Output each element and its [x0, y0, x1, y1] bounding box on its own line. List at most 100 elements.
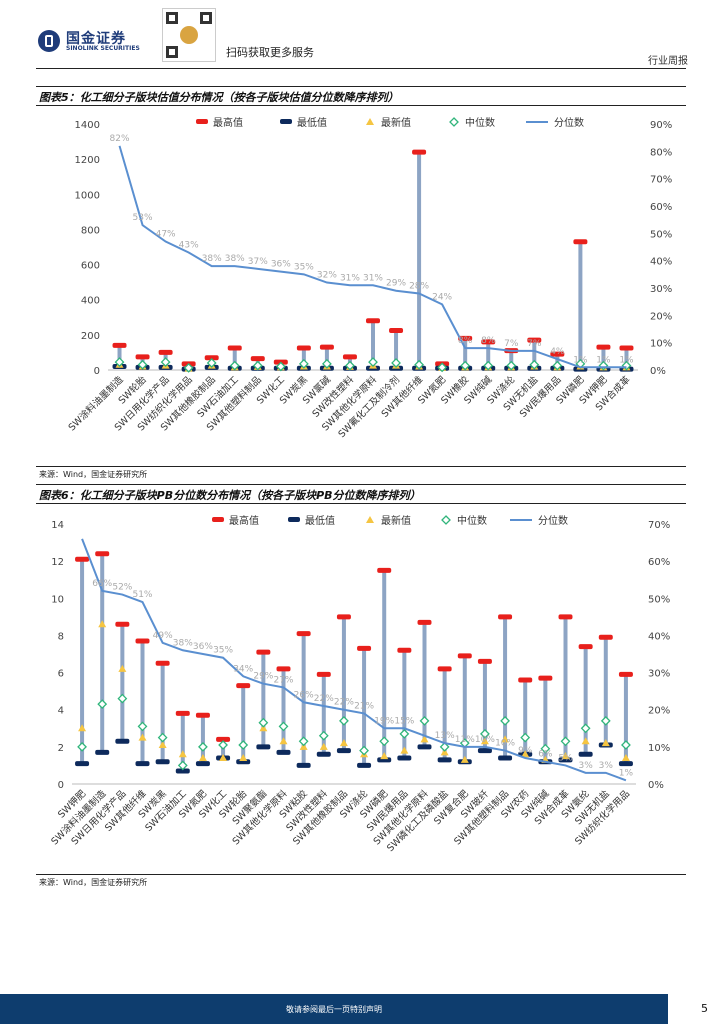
- percentile-line: [81, 538, 627, 782]
- percentile-label: 82%: [110, 134, 130, 144]
- latest-marker: [219, 754, 228, 761]
- median-marker: [177, 760, 188, 771]
- median-marker: [137, 359, 148, 370]
- latest-marker: [259, 724, 268, 732]
- min-marker: [357, 762, 372, 768]
- range-bar: [382, 570, 387, 760]
- median-marker: [157, 732, 168, 743]
- y-right-tick-label: 60%: [650, 202, 672, 213]
- median-marker: [500, 715, 510, 726]
- median-marker: [552, 360, 563, 371]
- range-bar: [261, 652, 266, 747]
- range-bar: [583, 646, 588, 755]
- median-marker: [529, 359, 540, 370]
- min-marker: [437, 757, 452, 763]
- legend-label: 最高值: [229, 514, 259, 527]
- range-bar: [301, 348, 306, 369]
- percentile-label: 6%: [538, 750, 553, 760]
- median-marker: [252, 360, 263, 371]
- min-marker: [477, 748, 492, 754]
- y-right-tick-label: 20%: [648, 706, 670, 717]
- median-marker: [345, 360, 355, 371]
- legend-latest-marker: [366, 118, 374, 125]
- range-bar: [623, 674, 628, 764]
- range-bar: [603, 637, 608, 745]
- y-left-tick-label: 1200: [75, 155, 100, 166]
- latest-marker: [158, 741, 167, 748]
- fig5-chart: 0 200 400 600 800 1000 1200 1400 0% 10% 20% 30% 40% 5…: [66, 116, 672, 440]
- legend-min-marker: [280, 119, 292, 124]
- range-bar: [301, 633, 306, 766]
- range-bar: [417, 152, 422, 369]
- percentile-label: 47%: [156, 230, 176, 240]
- y-right-tick-label: 80%: [650, 147, 672, 158]
- max-marker: [619, 345, 634, 351]
- y-left-tick-label: 400: [81, 296, 100, 307]
- latest-marker: [78, 724, 87, 732]
- range-bar: [100, 553, 105, 753]
- range-bar: [402, 650, 407, 758]
- range-bar: [180, 713, 185, 771]
- legend-label: 最高值: [213, 116, 243, 129]
- median-marker: [414, 359, 425, 370]
- median-marker: [339, 715, 349, 726]
- percentile-label: 10%: [475, 735, 495, 745]
- max-marker: [477, 658, 492, 664]
- percentile-label: 13%: [435, 731, 455, 741]
- median-marker: [137, 721, 148, 732]
- y-left-tick-label: 2: [58, 743, 64, 754]
- y-left-tick-label: 12: [51, 557, 64, 568]
- median-marker: [238, 740, 249, 750]
- min-marker: [397, 755, 412, 761]
- percentile-label: 3%: [579, 761, 594, 771]
- max-marker: [158, 349, 173, 355]
- range-bar: [117, 345, 122, 367]
- y-right-tick-label: 30%: [648, 669, 670, 680]
- max-marker: [276, 666, 291, 672]
- legend-max-marker: [212, 517, 224, 522]
- range-bar: [232, 348, 237, 369]
- y-left-tick-label: 1000: [75, 190, 100, 201]
- median-marker: [298, 736, 309, 747]
- y-left-tick-label: 0: [58, 780, 64, 791]
- median-marker: [439, 741, 450, 752]
- legend-label: 分位数: [554, 116, 584, 129]
- median-marker: [77, 741, 87, 752]
- min-marker: [155, 759, 170, 765]
- median-marker: [391, 358, 401, 368]
- header-divider: [36, 68, 686, 69]
- max-marker: [596, 344, 611, 350]
- y-right-tick-label: 30%: [650, 284, 672, 295]
- legend-min-marker: [288, 517, 300, 522]
- legend-label: 中位数: [465, 116, 495, 129]
- max-marker: [481, 339, 496, 345]
- range-bar: [601, 347, 606, 370]
- min-marker: [618, 761, 633, 767]
- percentile-label: 32%: [317, 271, 337, 281]
- range-bar: [543, 678, 548, 762]
- median-marker: [483, 360, 494, 371]
- percentile-label: 66%: [92, 579, 112, 589]
- latest-marker: [581, 737, 590, 745]
- range-bar: [341, 616, 346, 751]
- latest-marker: [279, 737, 288, 745]
- y-right-tick-label: 70%: [648, 520, 670, 531]
- min-marker: [115, 738, 130, 744]
- fig6-title-rule: [36, 503, 686, 504]
- min-marker: [316, 751, 331, 757]
- range-bar: [160, 663, 165, 762]
- percentile-label: 26%: [294, 690, 314, 700]
- max-marker: [538, 675, 553, 681]
- legend-median-marker: [449, 117, 459, 127]
- percentile-label: 19%: [374, 716, 394, 726]
- max-marker: [377, 567, 392, 573]
- percentile-label: 31%: [340, 273, 360, 283]
- percentile-label: 3%: [599, 761, 614, 771]
- y-left-tick-label: 4: [58, 706, 64, 717]
- max-marker: [256, 649, 271, 655]
- y-left-tick-label: 6: [58, 669, 64, 680]
- latest-marker: [299, 742, 308, 750]
- range-bar: [578, 241, 583, 370]
- y-right-tick-label: 50%: [648, 594, 670, 605]
- median-marker: [600, 715, 611, 726]
